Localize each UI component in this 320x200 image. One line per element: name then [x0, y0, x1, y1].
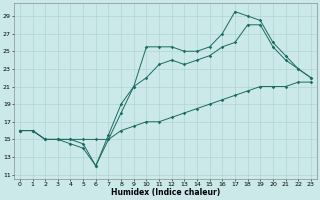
X-axis label: Humidex (Indice chaleur): Humidex (Indice chaleur): [111, 188, 220, 197]
